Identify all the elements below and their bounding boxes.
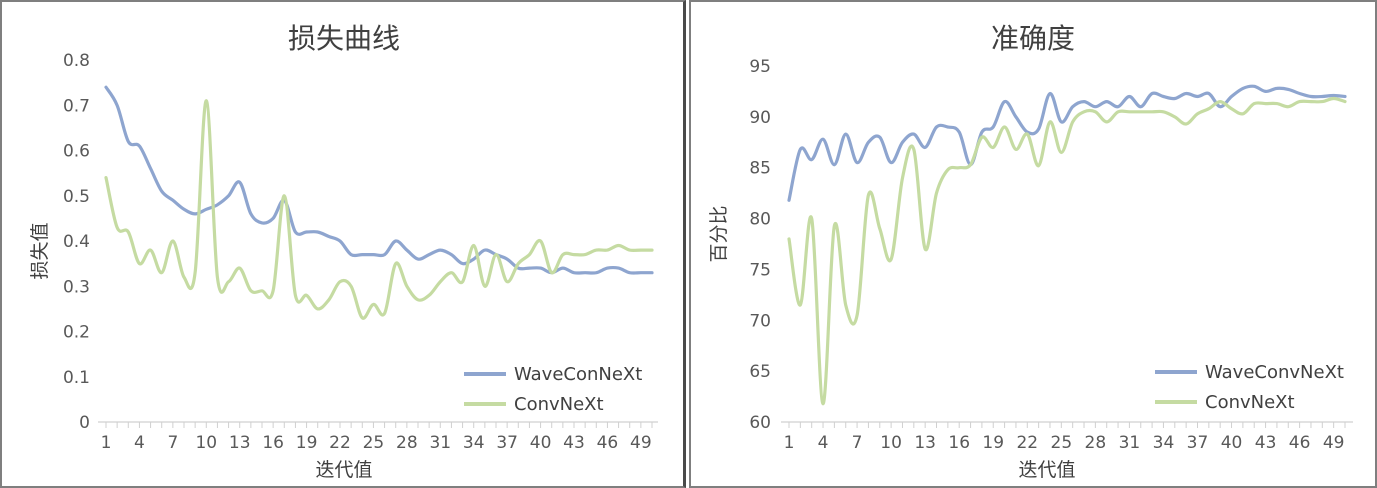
x-axis-label: 迭代值 [315,459,372,481]
x-tick-label: 16 [262,433,284,453]
y-tick-label: 80 [749,210,771,230]
x-tick-label: 46 [597,433,619,453]
x-tick-label: 49 [1323,433,1345,453]
y-tick-label: 95 [749,57,771,77]
x-tick-label: 31 [1119,433,1141,453]
y-tick-label: 0.1 [63,368,90,388]
x-tick-label: 43 [563,433,585,453]
legend-label: WaveConNeXt [514,364,642,385]
x-tick-label: 19 [296,433,318,453]
y-tick-label: 0.7 [63,96,90,116]
series-line-waveconnext [104,85,654,275]
x-tick-label: 13 [914,433,936,453]
y-tick-label: 60 [749,413,771,433]
x-tick-label: 16 [948,433,970,453]
x-tick-label: 28 [1085,433,1107,453]
x-tick-label: 37 [1187,433,1209,453]
y-tick-label: 0.4 [63,232,90,252]
series-line-convnext [104,99,654,320]
y-tick-label: 0.8 [63,51,90,71]
y-tick-label: 75 [749,260,771,280]
x-tick-label: 4 [818,433,829,453]
legend-label: WaveConvNeXt [1205,362,1344,383]
y-tick-label: 0.3 [63,277,90,297]
x-tick-label: 25 [363,433,385,453]
x-axis-label: 迭代值 [1018,459,1075,481]
y-tick-label: 0.5 [63,187,90,207]
chart-title: 准确度 [991,22,1075,55]
y-tick-label: 90 [749,108,771,128]
series-line-waveconvnext [787,84,1347,202]
x-tick-label: 40 [1221,433,1243,453]
x-tick-label: 1 [784,433,795,453]
x-tick-label: 13 [229,433,251,453]
x-tick-label: 25 [1051,433,1073,453]
x-tick-label: 34 [1153,433,1175,453]
legend-label: ConvNeXt [514,394,604,415]
y-tick-label: 0.2 [63,323,90,343]
accuracy-chart-panel: 准确度 1 4 7 10 13 16 19 22 25 28 31 34 37 40 43 46 49 60 65 70… [689,0,1377,488]
y-tick-label: 85 [749,159,771,179]
y-tick-label: 70 [749,311,771,331]
x-tick-label: 10 [880,433,902,453]
legend-label: ConvNeXt [1205,392,1295,413]
y-tick-label: 65 [749,362,771,382]
x-tick-label: 7 [167,433,178,453]
x-tick-label: 22 [1016,433,1038,453]
accuracy-chart: 准确度 1 4 7 10 13 16 19 22 25 28 31 34 37 40 43 46 49 60 65 70… [708,22,1353,481]
x-tick-label: 31 [429,433,451,453]
y-tick-label: 0 [79,413,90,433]
y-tick-label: 0.6 [63,142,90,162]
loss-chart-panel: 损失曲线 1 4 7 10 13 16 19 22 25 28 31 34 37 40 43 46 49 0 0.1 0… [0,0,686,488]
x-tick-label: 22 [329,433,351,453]
x-tick-label: 43 [1255,433,1277,453]
x-tick-label: 37 [496,433,518,453]
y-axis-label: 损失值 [29,222,51,279]
x-tick-label: 19 [982,433,1004,453]
x-tick-label: 49 [630,433,652,453]
x-tick-label: 46 [1289,433,1311,453]
loss-chart: 损失曲线 1 4 7 10 13 16 19 22 25 28 31 34 37 40 43 46 49 0 0.1 0… [29,22,658,481]
x-tick-label: 7 [852,433,863,453]
y-axis-label: 百分比 [708,205,730,262]
x-tick-label: 40 [530,433,552,453]
x-tick-label: 28 [396,433,418,453]
series-line-convnext [787,96,1347,406]
x-tick-label: 4 [134,433,145,453]
x-tick-label: 34 [463,433,485,453]
x-tick-label: 10 [195,433,217,453]
chart-title: 损失曲线 [288,22,400,55]
x-tick-label: 1 [101,433,112,453]
